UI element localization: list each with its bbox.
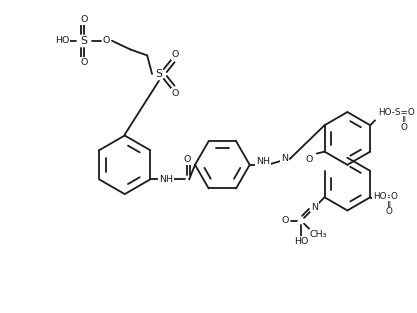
Text: O: O — [103, 36, 110, 45]
Text: S=O: S=O — [379, 192, 399, 201]
Text: S: S — [156, 69, 162, 79]
Text: O: O — [80, 58, 88, 67]
Text: O: O — [172, 50, 179, 59]
Text: ‖: ‖ — [387, 201, 391, 210]
Text: NH: NH — [159, 175, 173, 184]
Text: O: O — [183, 156, 191, 164]
Text: N: N — [311, 203, 318, 212]
Text: NH: NH — [256, 157, 270, 167]
Text: HO-S=O: HO-S=O — [378, 108, 415, 117]
Text: O: O — [172, 89, 179, 98]
Text: CH₃: CH₃ — [310, 230, 327, 239]
Text: O: O — [305, 155, 313, 164]
Text: HO: HO — [294, 237, 308, 246]
Text: S: S — [80, 36, 87, 46]
Text: HO: HO — [373, 192, 387, 201]
Text: O: O — [282, 216, 289, 225]
Text: HO: HO — [55, 36, 69, 45]
Text: ‖: ‖ — [402, 116, 407, 125]
Text: O: O — [401, 123, 408, 132]
Text: N: N — [281, 154, 289, 163]
Text: O: O — [80, 15, 88, 24]
Text: O: O — [385, 208, 392, 216]
